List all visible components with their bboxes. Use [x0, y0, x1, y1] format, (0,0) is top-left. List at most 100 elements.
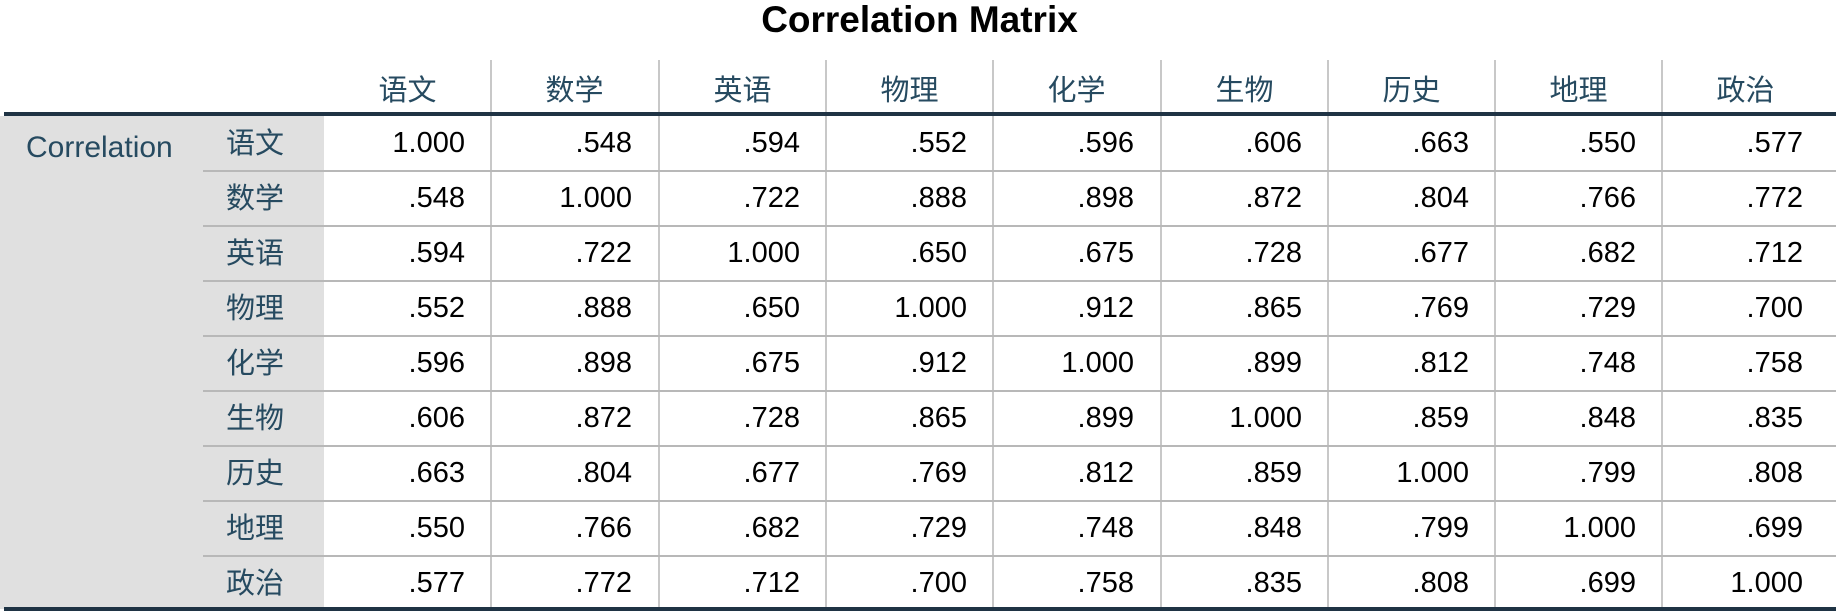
table-cell: .729 — [1579, 292, 1636, 324]
column-header: 地理 — [1549, 73, 1608, 107]
table-cell: 1.000 — [1061, 347, 1134, 379]
table-cell: 1.000 — [1396, 457, 1469, 489]
table-cell: .606 — [408, 402, 465, 434]
row-header: 政治 — [226, 566, 285, 600]
table-cell: .577 — [408, 567, 465, 599]
table-cell: .912 — [910, 347, 967, 379]
table-cell: .548 — [575, 127, 632, 159]
row-header: 化学 — [226, 346, 285, 380]
row-header: 语文 — [226, 126, 285, 160]
table-cell: .859 — [1245, 457, 1302, 489]
column-divider — [1327, 60, 1329, 609]
column-header: 生物 — [1215, 73, 1274, 107]
table-cell: .650 — [910, 237, 967, 269]
column-header: 物理 — [880, 73, 939, 107]
column-header: 政治 — [1716, 73, 1775, 107]
table-cell: .650 — [743, 292, 800, 324]
table-cell: .663 — [1412, 127, 1469, 159]
table-cell: 1.000 — [894, 292, 967, 324]
table-cell: .700 — [1746, 292, 1803, 324]
table-cell: .872 — [575, 402, 632, 434]
table-cell: .835 — [1245, 567, 1302, 599]
table-cell: .769 — [910, 457, 967, 489]
table-cell: .888 — [910, 182, 967, 214]
table-cell: .548 — [408, 182, 465, 214]
table-cell: .865 — [1245, 292, 1302, 324]
row-header: 英语 — [226, 236, 285, 270]
table-cell: .682 — [743, 512, 800, 544]
table-cell: .812 — [1077, 457, 1134, 489]
table-cell: .859 — [1412, 402, 1469, 434]
table-cell: .577 — [1746, 127, 1803, 159]
column-divider — [992, 60, 994, 609]
table-title: Correlation Matrix — [761, 0, 1078, 40]
row-header: 地理 — [226, 511, 285, 545]
table-cell: .729 — [910, 512, 967, 544]
table-cell: .772 — [1746, 182, 1803, 214]
table-cell: .835 — [1746, 402, 1803, 434]
table-cell: .675 — [1077, 237, 1134, 269]
table-cell: .552 — [408, 292, 465, 324]
table-cell: .606 — [1245, 127, 1302, 159]
table-cell: .594 — [743, 127, 800, 159]
table-cell: .722 — [743, 182, 800, 214]
table-cell: .769 — [1412, 292, 1469, 324]
table-cell: .728 — [743, 402, 800, 434]
row-divider — [203, 225, 1836, 227]
table-cell: 1.000 — [1730, 567, 1803, 599]
table-cell: .677 — [1412, 237, 1469, 269]
column-header: 数学 — [545, 73, 604, 107]
table-cell: .898 — [575, 347, 632, 379]
table-cell: 1.000 — [559, 182, 632, 214]
table-cell: .772 — [575, 567, 632, 599]
row-header: 数学 — [226, 181, 285, 215]
column-divider — [658, 60, 660, 609]
table-cell: .766 — [575, 512, 632, 544]
column-divider — [1661, 60, 1663, 609]
row-divider — [203, 390, 1836, 392]
table-cell: .677 — [743, 457, 800, 489]
table-cell: .804 — [1412, 182, 1469, 214]
table-cell: .899 — [1245, 347, 1302, 379]
table-cell: .728 — [1245, 237, 1302, 269]
top-rule — [4, 112, 1836, 116]
table-cell: .808 — [1746, 457, 1803, 489]
table-cell: .699 — [1746, 512, 1803, 544]
column-divider — [825, 60, 827, 609]
stub-label: Correlation — [26, 131, 173, 164]
table-cell: .700 — [910, 567, 967, 599]
row-divider — [203, 500, 1836, 502]
column-divider — [1494, 60, 1496, 609]
row-divider — [203, 280, 1836, 282]
bottom-rule — [4, 607, 1836, 611]
column-header: 语文 — [378, 73, 437, 107]
table-cell: .748 — [1579, 347, 1636, 379]
table-cell: .596 — [1077, 127, 1134, 159]
table-cell: .808 — [1412, 567, 1469, 599]
table-cell: .799 — [1412, 512, 1469, 544]
table-cell: .699 — [1579, 567, 1636, 599]
table-cell: .848 — [1579, 402, 1636, 434]
table-cell: .812 — [1412, 347, 1469, 379]
table-cell: .550 — [408, 512, 465, 544]
table-cell: .712 — [743, 567, 800, 599]
table-cell: .758 — [1746, 347, 1803, 379]
table-cell: .663 — [408, 457, 465, 489]
table-cell: .722 — [575, 237, 632, 269]
row-header-band — [203, 116, 324, 609]
table-cell: .804 — [575, 457, 632, 489]
column-divider — [1160, 60, 1162, 609]
table-cell: .748 — [1077, 512, 1134, 544]
table-cell: .552 — [910, 127, 967, 159]
table-cell: .596 — [408, 347, 465, 379]
column-header: 历史 — [1382, 73, 1441, 107]
row-divider — [203, 335, 1836, 337]
table-cell: .872 — [1245, 182, 1302, 214]
table-cell: 1.000 — [392, 127, 465, 159]
table-cell: 1.000 — [727, 237, 800, 269]
table-cell: .766 — [1579, 182, 1636, 214]
table-cell: 1.000 — [1229, 402, 1302, 434]
row-header: 物理 — [226, 291, 285, 325]
table-cell: .758 — [1077, 567, 1134, 599]
table-cell: .712 — [1746, 237, 1803, 269]
